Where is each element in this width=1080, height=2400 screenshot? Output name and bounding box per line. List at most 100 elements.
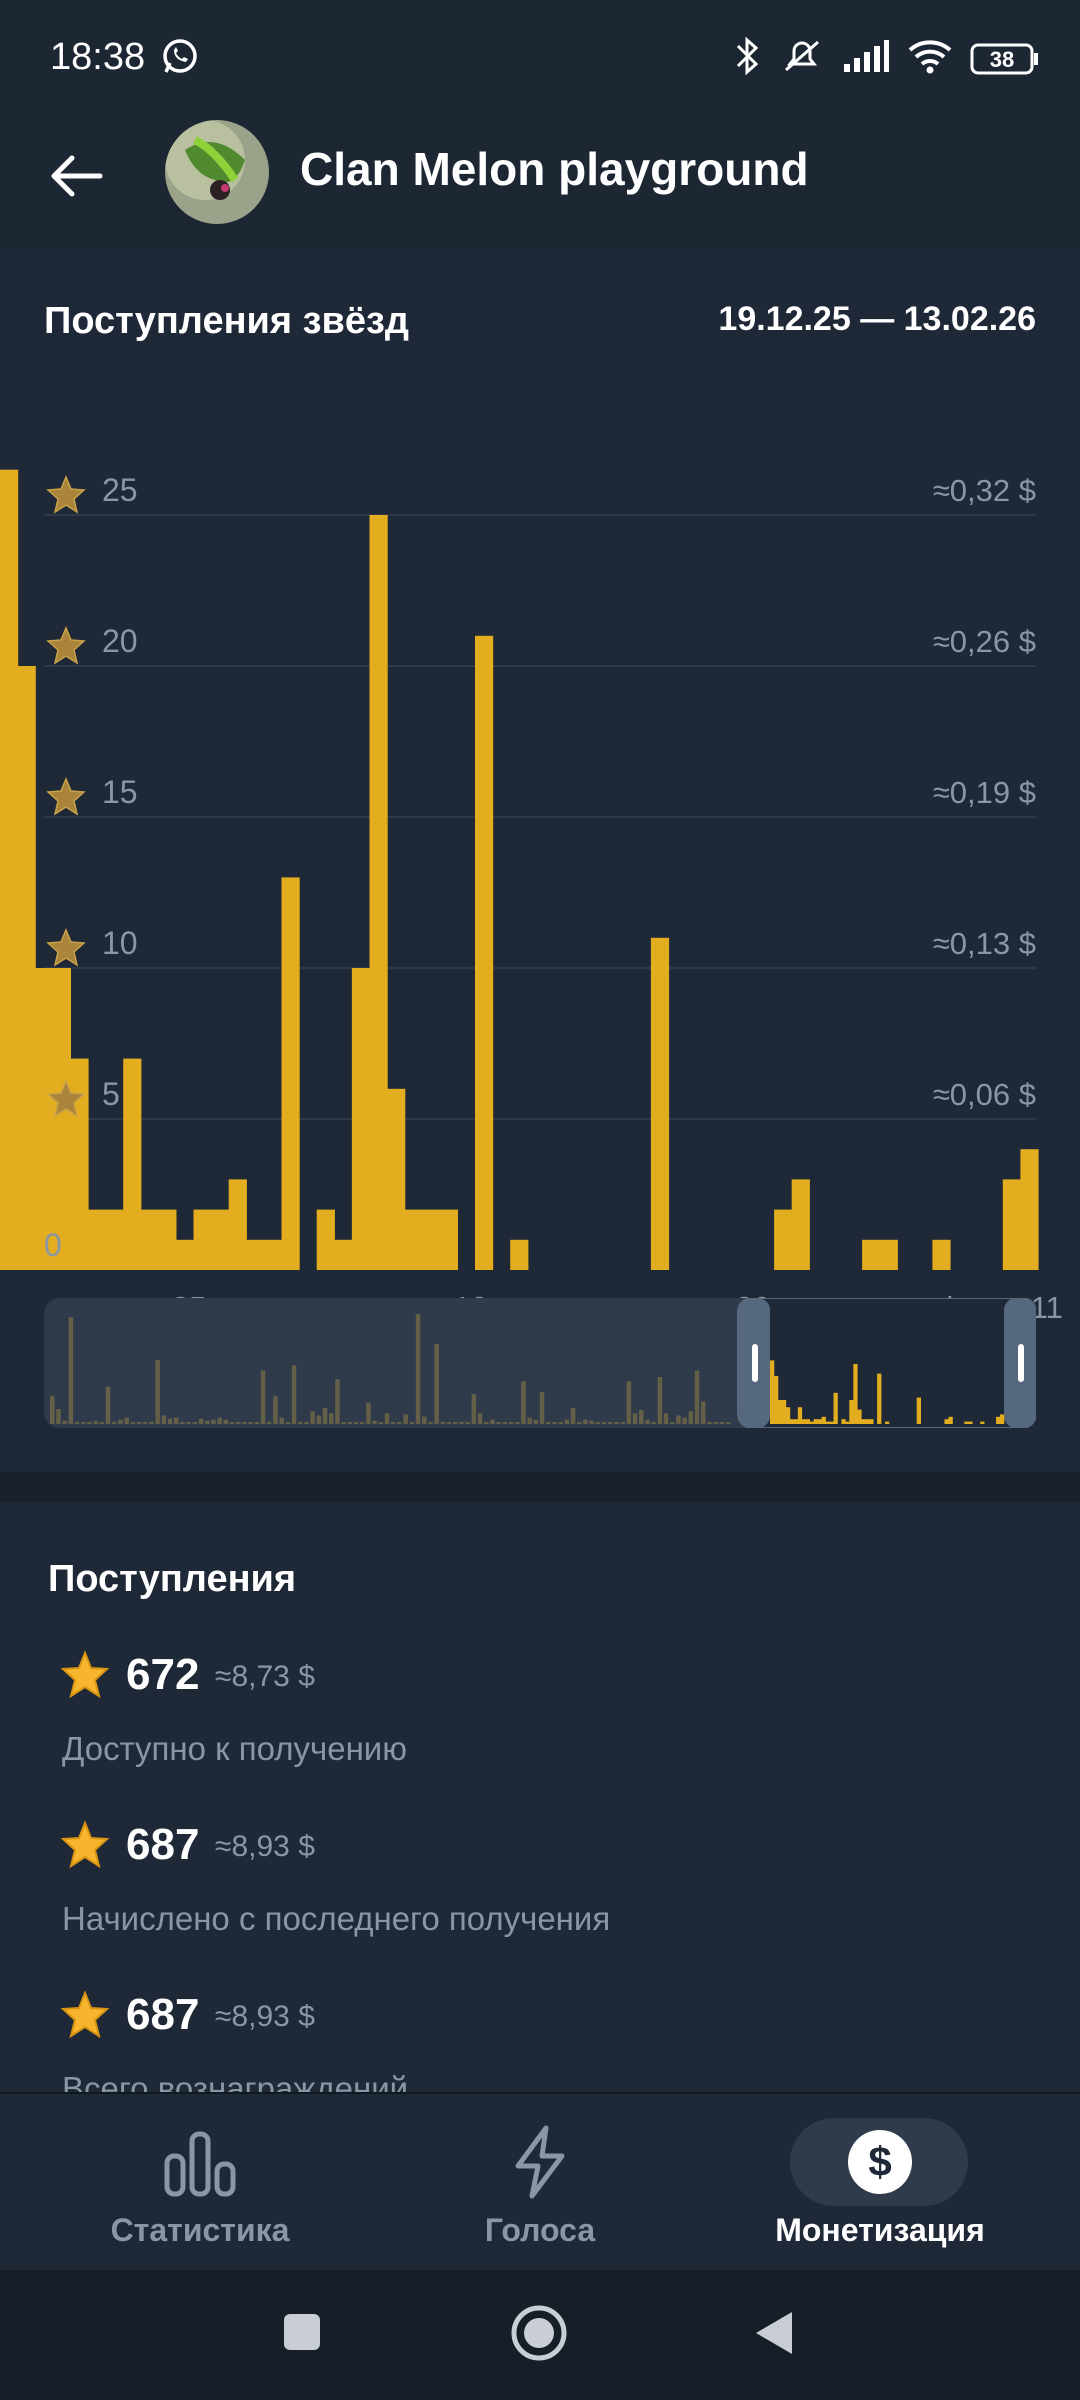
nav-bar-active [829,1421,834,1424]
nav-bar [496,1422,501,1424]
nav-bar [632,1413,638,1424]
chart-bar [193,1209,212,1270]
nav-bar [508,1422,514,1424]
chart-range-navigator[interactable] [44,1298,1036,1428]
y-tick-label: 0 [44,1227,62,1263]
nav-bar [161,1415,167,1424]
nav-bar [378,1422,384,1424]
nav-bar [254,1422,260,1424]
nav-bar [694,1370,700,1424]
home-icon[interactable] [510,2304,568,2362]
nav-bar-active [885,1421,890,1424]
svg-text:$: $ [868,2138,891,2185]
nav-bar [626,1381,632,1424]
nav-bar-active [797,1407,803,1424]
nav-bar [484,1421,489,1424]
nav-bar-active [845,1421,850,1424]
nav-bar [149,1421,154,1424]
nav-bar [570,1408,576,1424]
system-navigation-bar [0,2270,1080,2400]
status-time: 18:38 [50,36,146,78]
nav-bar [453,1422,458,1424]
nav-bar [273,1396,278,1424]
chart-bar [369,515,388,1270]
nav-bar [682,1417,687,1424]
nav-bar-active [869,1419,874,1424]
chart-bar [862,1239,881,1270]
y-right-tick-label: ≈0,06 $ [933,1077,1036,1112]
nav-bar [316,1415,322,1424]
nav-bar [118,1419,123,1424]
nav-tab-votes[interactable]: Голоса [360,2094,720,2272]
nav-bar [167,1418,173,1424]
star-icon [60,1990,110,2039]
nav-bar-active [770,1360,775,1424]
nav-bar-active [821,1416,826,1424]
back-button[interactable] [40,140,112,212]
nav-bar [701,1401,706,1424]
nav-bar [242,1422,247,1424]
nav-bar [62,1420,67,1424]
section-divider [0,1472,1080,1502]
nav-bar [93,1420,98,1424]
nav-bar [211,1419,216,1424]
nav-bar [366,1402,371,1424]
nav-bar-active [996,1416,1001,1424]
income-label: Доступно к получению [62,1730,407,1767]
chart-bar [387,1088,406,1270]
nav-bar-active [857,1409,862,1424]
nav-bar [614,1422,619,1424]
income-item-available: 672 ≈8,73 $ Доступно к получению [60,1650,1040,1800]
status-bar: 18:38 38 [0,0,1080,120]
nav-bar [558,1422,563,1424]
income-usd: ≈8,73 $ [215,1660,315,1693]
nav-bar [465,1422,470,1424]
y-tick-star-icon [46,777,86,816]
nav-bar [130,1422,136,1424]
nav-bar [651,1422,656,1424]
nav-bar [136,1422,142,1424]
nav-bar [502,1422,508,1424]
back-nav-icon[interactable] [752,2308,796,2358]
chart-bar [70,1058,89,1270]
nav-bar [645,1419,650,1424]
stars-bar-chart[interactable]: 0 5 10 15 20 25 ≈0,06 $ ≈0,13 $ ≈0,19 $ ≈0,26 $ ≈… [0,370,1080,1420]
battery-level: 38 [989,46,1015,72]
nav-bar-active [841,1419,846,1424]
nav-bar [521,1381,526,1424]
income-usd: ≈8,93 $ [215,1830,315,1863]
signal-icon [842,38,890,79]
nav-bar [341,1422,346,1424]
nav-bar [391,1422,396,1424]
chart-bar [140,1209,159,1270]
nav-bar [291,1365,297,1424]
nav-bar [428,1421,433,1424]
nav-bar [360,1422,365,1424]
y-right-tick-label: ≈0,13 $ [933,926,1036,961]
whatsapp-icon [160,36,200,81]
nav-bar-active [853,1364,858,1424]
income-usd: ≈8,93 $ [215,2000,315,2033]
chart-bar [35,968,54,1270]
battery-icon: 38 [970,42,1040,76]
chat-title: Clan Melon playground [300,143,809,195]
nav-bar [527,1417,532,1424]
chart-bar [211,1209,230,1270]
nav-tab-monetization[interactable]: $ Монетизация [700,2094,1060,2272]
nav-bar-active [877,1373,882,1424]
nav-bar [236,1422,241,1424]
chart-date-range[interactable]: 19.12.25 — 13.02.26 [718,300,1036,338]
nav-bar [335,1379,340,1424]
nav-bar-active [825,1421,830,1424]
avatar[interactable] [165,120,269,224]
recent-apps-icon[interactable] [282,2312,322,2352]
y-right-tick-label: ≈0,26 $ [933,624,1036,659]
chart-bar [439,1209,458,1270]
nav-bar [347,1422,353,1424]
nav-bar [223,1419,229,1424]
nav-bar [670,1422,675,1424]
nav-bar-active [861,1419,866,1424]
nav-tab-statistics[interactable]: Статистика [20,2094,380,2272]
chart-bar [510,1239,529,1270]
nav-bar-active [789,1419,795,1424]
